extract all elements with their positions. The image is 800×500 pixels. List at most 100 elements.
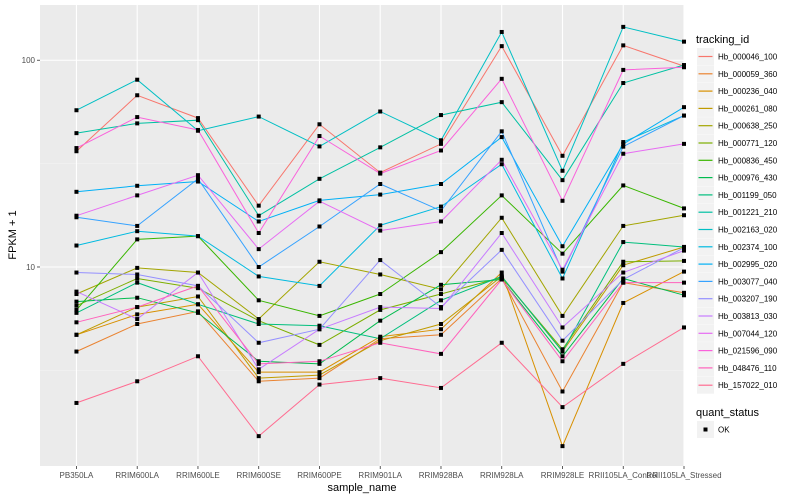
x-tick-label: RRIM928LA	[480, 471, 524, 480]
legend-label: Hb_000771_120	[718, 139, 778, 148]
data-point	[256, 114, 261, 119]
data-point	[195, 286, 200, 291]
grid	[40, 5, 685, 466]
legend-label: Hb_002995_020	[718, 260, 778, 269]
data-point	[195, 234, 200, 239]
data-point	[74, 131, 79, 136]
legend-title-quant-status: quant_status	[696, 407, 759, 419]
data-point	[621, 183, 626, 188]
x-tick-label: RRIM600LE	[176, 471, 220, 480]
data-point	[135, 93, 140, 98]
data-point	[317, 373, 322, 378]
data-point	[195, 176, 200, 181]
data-point	[378, 181, 383, 186]
data-point	[74, 310, 79, 315]
data-point	[682, 325, 686, 330]
data-point	[560, 405, 565, 410]
data-point	[438, 321, 443, 326]
x-tick-label: RRIM600LA	[115, 471, 159, 480]
data-point	[135, 193, 140, 198]
data-point	[560, 313, 565, 318]
data-point	[682, 113, 686, 118]
data-point	[74, 349, 79, 354]
data-point	[317, 327, 322, 332]
data-point	[256, 298, 261, 303]
data-point	[195, 116, 200, 121]
data-point	[195, 310, 200, 315]
data-point	[74, 292, 79, 297]
data-point	[560, 325, 565, 330]
data-point	[378, 192, 383, 197]
data-point	[438, 204, 443, 209]
data-point	[256, 231, 261, 236]
data-point	[74, 189, 79, 194]
data-point	[682, 248, 686, 253]
data-point	[317, 361, 322, 366]
data-point	[256, 321, 261, 326]
legend-label: Hb_000059_360	[718, 70, 778, 79]
data-point	[256, 367, 261, 372]
data-point	[438, 385, 443, 390]
data-point	[438, 298, 443, 303]
legend-point-ok	[703, 427, 708, 432]
data-point	[317, 122, 322, 127]
data-point	[135, 272, 140, 277]
legend-label: Hb_002374_100	[718, 243, 778, 252]
data-point	[438, 219, 443, 224]
y-tick-label: 10	[26, 263, 35, 272]
data-point	[378, 258, 383, 263]
data-point	[195, 354, 200, 359]
data-point	[135, 317, 140, 322]
data-point	[682, 141, 686, 146]
data-point	[135, 265, 140, 270]
x-tick-label: RRIM600SE	[236, 471, 280, 480]
data-point	[621, 81, 626, 86]
data-point	[74, 108, 79, 113]
data-point	[195, 179, 200, 184]
data-point	[378, 109, 383, 114]
y-axis-title: FPKM + 1	[7, 210, 19, 259]
data-point	[195, 302, 200, 307]
data-point	[378, 228, 383, 233]
data-point	[499, 129, 504, 134]
data-point	[135, 305, 140, 310]
data-point	[317, 283, 322, 288]
data-point	[499, 274, 504, 279]
data-point	[317, 176, 322, 181]
data-point	[560, 198, 565, 203]
x-axis-title: sample_name	[327, 482, 396, 494]
data-point	[256, 434, 261, 439]
legend-label: Hb_000976_430	[718, 174, 778, 183]
data-point	[378, 145, 383, 150]
legend-label: Hb_000638_250	[718, 122, 778, 131]
data-point	[621, 67, 626, 72]
data-point	[499, 247, 504, 252]
data-point	[256, 219, 261, 224]
data-point	[378, 338, 383, 343]
data-point	[135, 223, 140, 228]
data-point	[682, 39, 686, 44]
data-point	[438, 327, 443, 332]
data-point	[378, 305, 383, 310]
data-point	[438, 138, 443, 143]
data-point	[499, 76, 504, 81]
data-point	[621, 240, 626, 245]
data-point	[378, 318, 383, 323]
data-point	[74, 307, 79, 312]
data-point	[682, 293, 686, 298]
data-point	[317, 199, 322, 204]
data-point	[621, 142, 626, 147]
data-point	[438, 250, 443, 255]
data-point	[378, 223, 383, 228]
legend-label-ok: OK	[718, 426, 730, 435]
data-point	[499, 231, 504, 236]
data-point	[74, 146, 79, 151]
data-point	[621, 259, 626, 264]
legend-label: Hb_003207_190	[718, 295, 778, 304]
data-point	[682, 245, 686, 250]
data-point	[499, 270, 504, 275]
data-point	[378, 292, 383, 297]
plot-panel	[40, 5, 684, 466]
data-point	[438, 208, 443, 213]
